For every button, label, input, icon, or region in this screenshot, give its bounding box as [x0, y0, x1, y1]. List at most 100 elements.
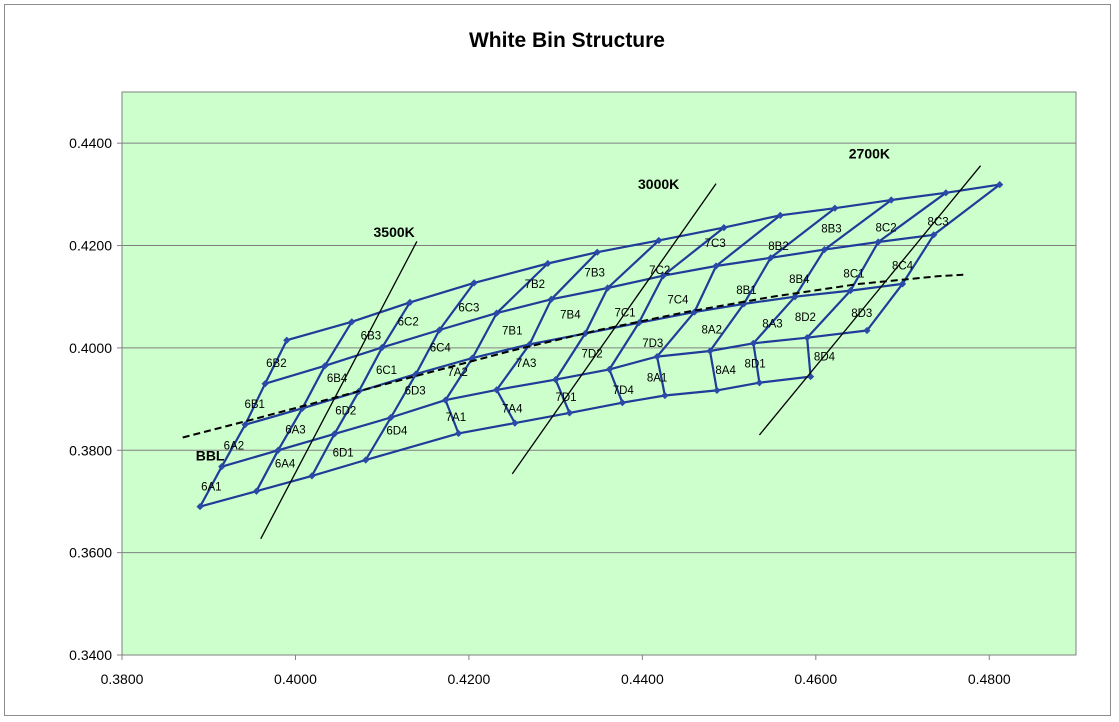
- data-point: [552, 376, 560, 384]
- bin-label: 8B1: [736, 285, 756, 297]
- plot-area: [121, 91, 1077, 656]
- bin-label: 6A4: [275, 459, 296, 471]
- data-point: [241, 421, 249, 429]
- bin-label: 6D1: [333, 447, 354, 459]
- data-point: [298, 404, 306, 412]
- bin-label: 6C2: [398, 316, 419, 328]
- bin-label: 6B1: [244, 399, 264, 411]
- bin-label: 8A3: [762, 318, 782, 330]
- data-point: [283, 336, 291, 344]
- x-tick-label: 0.4400: [621, 671, 664, 687]
- bin-label: 8A4: [715, 365, 736, 377]
- bin-label: 8B4: [789, 274, 810, 286]
- bin-label: 6D2: [335, 405, 356, 417]
- data-point: [720, 224, 728, 232]
- bin-label: 6A1: [201, 482, 221, 494]
- data-point: [412, 370, 420, 378]
- bin-labels: 6A1 6A2 6A3 6A4 6B1 6B2 6B3 6B4 6C1 6C2 6C3 6C4 6D1 6…: [201, 216, 949, 493]
- data-point: [308, 472, 316, 480]
- data-point: [659, 272, 667, 280]
- data-point: [930, 231, 938, 239]
- bin-label: 8D1: [745, 358, 766, 370]
- data-point: [406, 298, 414, 306]
- cct-lines: 3500K 3000K 2700K: [260, 146, 982, 540]
- data-point: [435, 326, 444, 334]
- data-point: [791, 293, 799, 301]
- bin-label: 6C1: [376, 365, 397, 377]
- y-tick-label: 0.4000: [69, 340, 112, 356]
- bin-label: 8D3: [851, 308, 872, 320]
- bin-label: 7A4: [502, 403, 523, 415]
- data-point: [713, 386, 721, 394]
- data-point: [820, 246, 829, 254]
- bin-label: 8A1: [647, 373, 667, 385]
- data-point: [348, 318, 356, 326]
- bin-label: 8B2: [768, 241, 788, 253]
- y-tick-label: 0.3600: [69, 545, 112, 561]
- data-point: [493, 386, 501, 394]
- bin-label: 7D4: [613, 385, 635, 397]
- data-point: [454, 429, 463, 437]
- bin-label: 7B1: [502, 326, 522, 338]
- bin-boundary-line: [199, 375, 811, 508]
- cct-line: [260, 241, 418, 540]
- data-point: [378, 343, 386, 351]
- data-point: [604, 284, 612, 292]
- data-point: [362, 456, 370, 464]
- data-point: [387, 413, 395, 422]
- data-point: [846, 286, 855, 295]
- bin-label: 7C1: [614, 308, 635, 320]
- data-point: [321, 362, 329, 370]
- data-point: [740, 300, 748, 308]
- data-point: [581, 329, 589, 338]
- bin-label: 7B4: [560, 310, 581, 322]
- bin-label: 8A2: [702, 324, 722, 336]
- x-tick-label: 0.4200: [447, 671, 490, 687]
- data-point: [493, 309, 501, 317]
- y-tick-label: 0.3800: [69, 442, 112, 458]
- data-point: [749, 339, 757, 347]
- bin-label: 7A2: [447, 367, 467, 379]
- cct-line: [758, 165, 982, 436]
- bin-label: 8C1: [843, 269, 864, 281]
- data-point: [661, 391, 669, 400]
- bin-label: 7D1: [555, 392, 576, 404]
- bin-label: 7D3: [642, 338, 663, 350]
- data-point: [655, 236, 663, 245]
- y-tick-label: 0.4400: [69, 135, 112, 151]
- bin-label: 6D3: [405, 385, 426, 397]
- bin-label: 6B4: [327, 373, 348, 385]
- data-point: [635, 319, 643, 327]
- cct-label: 2700K: [849, 146, 890, 162]
- bin-label: 6A2: [224, 441, 244, 453]
- bin-label: 7C3: [705, 238, 726, 250]
- data-point: [511, 419, 519, 427]
- data-point: [803, 334, 811, 342]
- data-point: [593, 248, 601, 256]
- cct-line: [511, 183, 717, 475]
- data-point: [996, 181, 1004, 189]
- data-point: [218, 463, 226, 471]
- data-point: [605, 365, 614, 374]
- bin-label: 7C2: [649, 265, 670, 277]
- data-point: [887, 196, 895, 204]
- bbl-label: BBL: [196, 448, 225, 464]
- cct-label: 3500K: [374, 224, 415, 240]
- data-point: [330, 430, 339, 438]
- data-point: [261, 380, 269, 388]
- bin-label: 7B2: [525, 279, 545, 291]
- bin-label: 8C4: [892, 261, 914, 273]
- x-tick-label: 0.4600: [794, 671, 837, 687]
- x-tick-label: 0.3800: [101, 671, 144, 687]
- data-point: [653, 353, 661, 361]
- y-tick-label: 0.4200: [69, 238, 112, 254]
- data-point: [706, 347, 714, 355]
- data-point: [831, 204, 839, 212]
- bin-label: 8D2: [795, 312, 816, 324]
- data-point: [898, 280, 907, 288]
- data-point: [565, 409, 574, 417]
- data-point: [755, 379, 764, 387]
- data-point: [874, 238, 882, 246]
- bin-label: 7A1: [446, 412, 466, 424]
